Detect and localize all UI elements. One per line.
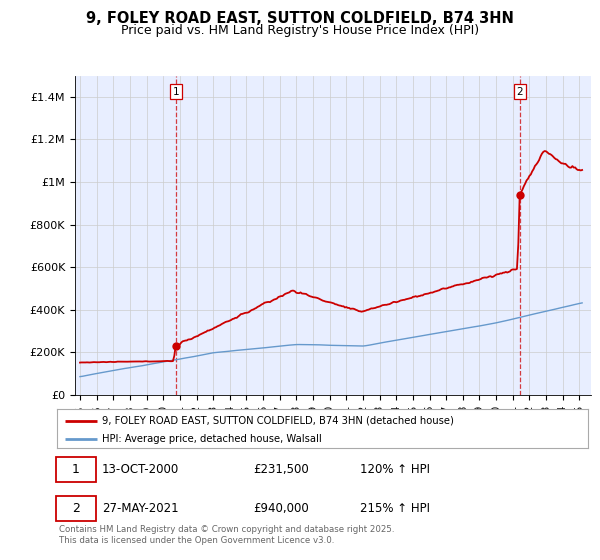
Text: Contains HM Land Registry data © Crown copyright and database right 2025.
This d: Contains HM Land Registry data © Crown c… bbox=[59, 525, 394, 545]
Text: 9, FOLEY ROAD EAST, SUTTON COLDFIELD, B74 3HN (detached house): 9, FOLEY ROAD EAST, SUTTON COLDFIELD, B7… bbox=[102, 416, 454, 426]
Text: 2: 2 bbox=[517, 87, 523, 97]
Text: 2: 2 bbox=[71, 502, 80, 515]
Text: 1: 1 bbox=[71, 463, 80, 476]
FancyBboxPatch shape bbox=[56, 457, 96, 482]
Text: £940,000: £940,000 bbox=[253, 502, 309, 515]
Text: 27-MAY-2021: 27-MAY-2021 bbox=[102, 502, 179, 515]
Text: 1: 1 bbox=[172, 87, 179, 97]
Text: Price paid vs. HM Land Registry's House Price Index (HPI): Price paid vs. HM Land Registry's House … bbox=[121, 24, 479, 36]
Text: 215% ↑ HPI: 215% ↑ HPI bbox=[359, 502, 430, 515]
FancyBboxPatch shape bbox=[56, 496, 96, 521]
Text: £231,500: £231,500 bbox=[253, 463, 309, 476]
Text: 9, FOLEY ROAD EAST, SUTTON COLDFIELD, B74 3HN: 9, FOLEY ROAD EAST, SUTTON COLDFIELD, B7… bbox=[86, 11, 514, 26]
Text: 120% ↑ HPI: 120% ↑ HPI bbox=[359, 463, 430, 476]
Text: 13-OCT-2000: 13-OCT-2000 bbox=[102, 463, 179, 476]
Text: HPI: Average price, detached house, Walsall: HPI: Average price, detached house, Wals… bbox=[102, 435, 322, 445]
